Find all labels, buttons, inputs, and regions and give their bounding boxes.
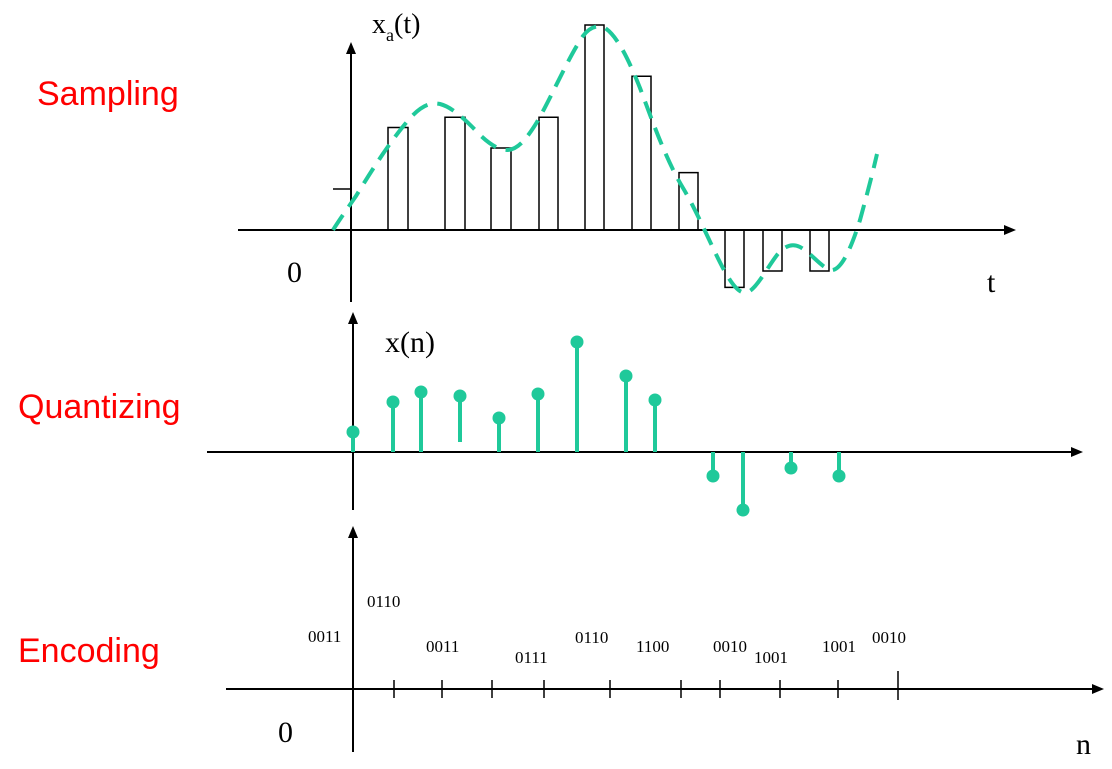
stem bbox=[619, 369, 633, 452]
encoding-ticks bbox=[393, 671, 899, 700]
encoding-code-label: 0011 bbox=[308, 627, 341, 646]
stem bbox=[736, 452, 750, 517]
sample-bar bbox=[631, 75, 652, 230]
stem-point bbox=[784, 461, 798, 475]
section-label-encoding: Encoding bbox=[18, 632, 160, 670]
stem-point bbox=[619, 369, 633, 383]
sample-bar bbox=[724, 230, 745, 289]
stem-point bbox=[346, 425, 360, 439]
sample-bar bbox=[538, 116, 559, 230]
section-label-sampling: Sampling bbox=[37, 75, 179, 113]
stem-point bbox=[648, 393, 662, 407]
quantizing-panel: x(n) bbox=[207, 312, 1083, 517]
stem bbox=[386, 395, 400, 452]
sampling-y-label-main: x bbox=[372, 9, 386, 40]
encoding-code-label: 0011 bbox=[426, 637, 459, 656]
stem-point bbox=[570, 335, 584, 349]
quantizing-y-label: x(n) bbox=[385, 326, 435, 359]
encoding-code-label: 0110 bbox=[367, 592, 400, 611]
sample-bar bbox=[809, 230, 830, 272]
sample-bar bbox=[678, 171, 699, 230]
sampling-y-label-arg: (t) bbox=[394, 9, 420, 40]
stem bbox=[832, 452, 846, 483]
stem-point bbox=[832, 469, 846, 483]
encoding-x-axis-arrow bbox=[1092, 684, 1104, 694]
stem-point bbox=[414, 385, 428, 399]
sample-bar bbox=[762, 230, 783, 272]
encoding-y-axis-arrow bbox=[348, 526, 358, 538]
encoding-origin-label: 0 bbox=[278, 716, 293, 749]
stem-point bbox=[453, 389, 467, 403]
encoding-code-label: 1001 bbox=[754, 648, 788, 667]
section-label-quantizing: Quantizing bbox=[18, 388, 181, 426]
stem bbox=[784, 452, 798, 475]
encoding-code-label: 0110 bbox=[575, 628, 608, 647]
encoding-code-label: 1001 bbox=[822, 637, 856, 656]
encoding-code-label: 0010 bbox=[872, 628, 906, 647]
stem bbox=[346, 425, 360, 452]
sampling-x-axis-arrow bbox=[1004, 225, 1016, 235]
stem-point bbox=[531, 387, 545, 401]
sample-bar bbox=[444, 116, 466, 230]
quantizing-y-axis-arrow bbox=[348, 312, 358, 324]
analog-signal-curve bbox=[331, 24, 879, 295]
encoding-code-label: 1100 bbox=[636, 637, 669, 656]
sampling-panel: xa(t) 0 t bbox=[238, 9, 1016, 302]
sample-hold-bars bbox=[333, 24, 830, 289]
stem-point bbox=[706, 469, 720, 483]
encoding-codes: 0011 0110 0011 0111 0110 1100 0010 1001 1001 0010 bbox=[308, 592, 906, 667]
encoding-code-label: 0010 bbox=[713, 637, 747, 656]
stem-point bbox=[736, 503, 750, 517]
sample-bar bbox=[387, 126, 409, 230]
stem bbox=[414, 385, 428, 452]
quantizing-x-axis-arrow bbox=[1071, 447, 1083, 457]
sampling-y-label-sub: a bbox=[386, 25, 394, 45]
encoding-x-label: n bbox=[1076, 728, 1091, 761]
stem bbox=[531, 387, 545, 452]
sampling-origin-label: 0 bbox=[287, 256, 302, 289]
encoding-panel: 0011 0110 0011 0111 0110 1100 0010 1001 1001 0010… bbox=[226, 526, 1104, 761]
stem bbox=[453, 389, 467, 442]
stem-point bbox=[492, 411, 506, 425]
stem bbox=[492, 411, 506, 452]
sampling-y-axis-arrow bbox=[346, 42, 356, 54]
quantized-stems bbox=[346, 335, 846, 517]
stem-point bbox=[386, 395, 400, 409]
stem bbox=[648, 393, 662, 452]
sample-bar bbox=[584, 24, 605, 230]
sampling-y-label: xa(t) bbox=[372, 9, 420, 45]
stem bbox=[706, 452, 720, 483]
sampling-x-label: t bbox=[987, 266, 996, 299]
encoding-code-label: 0111 bbox=[515, 648, 548, 667]
sample-bar bbox=[490, 147, 512, 230]
stem bbox=[570, 335, 584, 452]
